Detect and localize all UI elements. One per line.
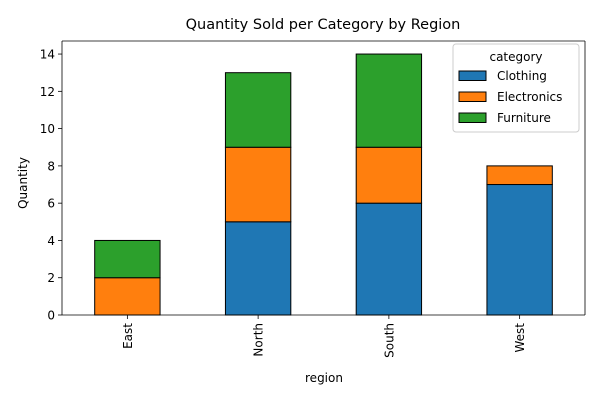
- y-tick-label: 8: [47, 159, 55, 173]
- legend-label-furniture: Furniture: [497, 111, 551, 125]
- bar-west-electronics: [486, 165, 553, 186]
- legend-box: [452, 43, 580, 133]
- bar-north-clothing: [224, 221, 292, 316]
- y-tick-label: 0: [47, 309, 55, 323]
- x-tick-label-south: South: [382, 323, 396, 358]
- chart-title: Quantity Sold per Category by Region: [186, 17, 461, 33]
- x-axis-label: region: [305, 371, 343, 385]
- y-axis-label: Quantity: [16, 157, 30, 209]
- bar-east-furniture: [94, 239, 161, 279]
- bar-west-clothing: [486, 184, 553, 316]
- x-tick-label-west: West: [513, 323, 527, 353]
- y-tick-label: 12: [40, 85, 55, 99]
- bar-south-electronics: [355, 146, 423, 204]
- y-tick-label: 6: [47, 197, 55, 211]
- legend: category Clothing Electronics Furniture: [452, 43, 580, 133]
- x-tick-label-north: North: [252, 323, 266, 357]
- y-tick-label: 10: [40, 122, 55, 136]
- axes-layer: 0 2 4 6 8 10 12 14 East North South West: [40, 40, 586, 358]
- bar-east-electronics: [94, 277, 161, 316]
- legend-swatch-furniture: [458, 112, 487, 123]
- y-tick-label: 4: [47, 234, 55, 248]
- bar-south-furniture: [355, 53, 423, 148]
- bar-north-furniture: [224, 72, 292, 148]
- legend-swatch-clothing: [458, 70, 487, 81]
- x-tick-label-east: East: [121, 323, 135, 349]
- bar-south-clothing: [355, 202, 423, 316]
- legend-swatch-electronics: [458, 91, 487, 102]
- legend-label-clothing: Clothing: [497, 69, 547, 83]
- bars-layer: [94, 53, 553, 316]
- legend-label-electronics: Electronics: [497, 90, 562, 104]
- legend-title: category: [489, 50, 542, 64]
- y-tick-label: 14: [40, 48, 55, 62]
- y-tick-label: 2: [47, 271, 55, 285]
- bar-north-electronics: [224, 146, 292, 223]
